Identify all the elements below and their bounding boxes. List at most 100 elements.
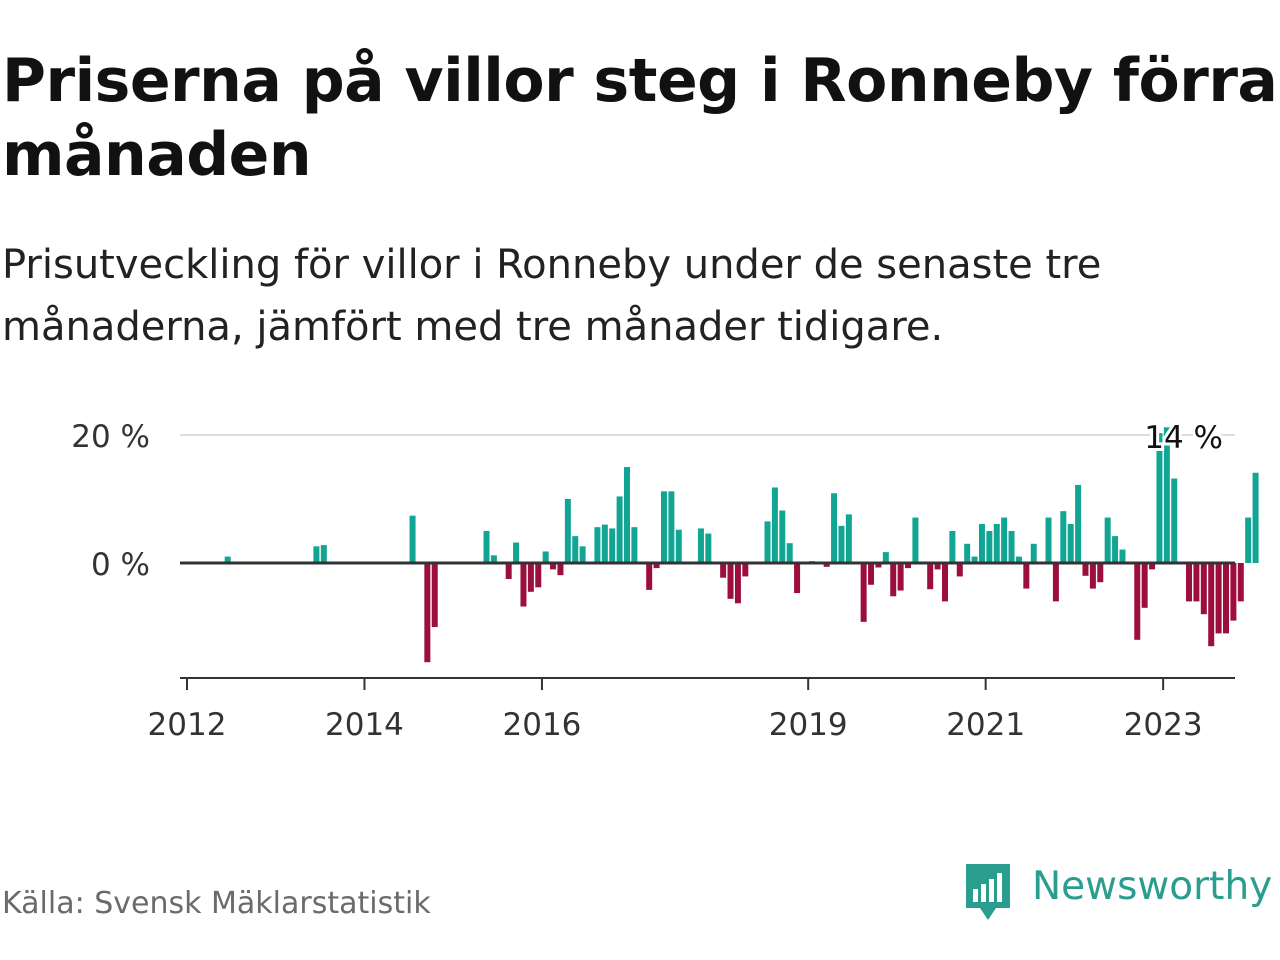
- newsworthy-logo-icon: [966, 864, 1010, 920]
- bar: [483, 531, 490, 563]
- bar: [949, 531, 956, 563]
- bar: [905, 563, 912, 569]
- bar: [1149, 563, 1156, 570]
- bar: [897, 563, 904, 591]
- bar: [1163, 427, 1170, 563]
- bar: [1045, 517, 1052, 563]
- bar: [609, 528, 616, 563]
- bar: [409, 515, 416, 563]
- bar: [1075, 484, 1082, 563]
- bar: [742, 563, 749, 577]
- x-tick-label: 2014: [325, 707, 404, 743]
- bar: [527, 563, 534, 592]
- bar: [1245, 517, 1252, 563]
- x-tick-label: 2021: [946, 707, 1025, 743]
- bar: [934, 563, 941, 570]
- bar: [1208, 563, 1215, 647]
- bar: [845, 514, 852, 563]
- bar: [1008, 531, 1015, 563]
- bar: [794, 563, 801, 594]
- bar: [535, 563, 542, 588]
- bar: [1215, 563, 1222, 634]
- bar: [1001, 517, 1008, 563]
- bar: [1097, 563, 1104, 583]
- bar: [313, 546, 320, 563]
- bar: [890, 563, 897, 597]
- bar: [520, 563, 527, 607]
- bar: [1015, 556, 1022, 563]
- bar: [1112, 536, 1119, 563]
- bar: [1171, 478, 1178, 563]
- y-tick-label: 0 %: [91, 547, 150, 583]
- last-value-label: 14 %: [1144, 420, 1223, 456]
- bar: [431, 563, 438, 627]
- bar: [720, 563, 727, 578]
- bar: [505, 563, 512, 579]
- bar: [1104, 517, 1111, 563]
- bar: [927, 563, 934, 590]
- bar: [1030, 543, 1037, 563]
- bar: [579, 546, 586, 563]
- bar: [771, 487, 778, 563]
- x-tick-label: 2012: [148, 707, 227, 743]
- bar: [779, 510, 786, 563]
- bar: [868, 563, 875, 585]
- source-note: Källa: Svensk Mäklarstatistik: [2, 886, 431, 921]
- bar: [882, 552, 889, 563]
- bar: [646, 563, 653, 590]
- bar: [838, 525, 845, 563]
- bar: [1156, 433, 1163, 563]
- bar: [1193, 563, 1200, 602]
- bar: [875, 563, 882, 568]
- bar: [601, 524, 608, 563]
- bar: [734, 563, 741, 604]
- bar: [727, 563, 734, 599]
- bar: [831, 493, 838, 563]
- bar: [764, 521, 771, 563]
- bar: [631, 527, 638, 563]
- bar: [1082, 563, 1089, 576]
- bar: [1060, 511, 1067, 563]
- bar: [786, 543, 793, 563]
- bar: [490, 555, 497, 563]
- bar: [971, 556, 978, 563]
- chart-title: Priserna på villor steg i Ronneby förra …: [2, 46, 1278, 190]
- bar: [1052, 563, 1059, 602]
- bar: [513, 542, 520, 563]
- bar: [912, 517, 919, 563]
- chart-subtitle: Prisutveckling för villor i Ronneby unde…: [2, 242, 1102, 350]
- bar: [660, 491, 667, 563]
- bar: [1067, 523, 1074, 563]
- bar: [1134, 563, 1141, 640]
- bar: [1237, 563, 1244, 602]
- bar: [424, 563, 431, 663]
- bar: [1089, 563, 1096, 589]
- bar: [1200, 563, 1207, 615]
- bar: [993, 523, 1000, 563]
- bar: [653, 563, 660, 569]
- bar: [860, 563, 867, 622]
- bar: [320, 545, 327, 563]
- bar: [224, 556, 231, 563]
- bar: [572, 536, 579, 563]
- bar: [705, 533, 712, 563]
- x-tick-label: 2023: [1124, 707, 1203, 743]
- bar: [616, 496, 623, 563]
- bar: [1186, 563, 1193, 602]
- bar: [956, 563, 963, 577]
- bar: [668, 491, 675, 563]
- bar: [823, 563, 830, 567]
- bar: [564, 499, 571, 563]
- bar: [1119, 549, 1126, 563]
- brand[interactable]: Newsworthy: [962, 860, 1272, 924]
- bar: [675, 529, 682, 563]
- bar: [1252, 472, 1259, 563]
- bar: [1230, 563, 1237, 621]
- bar-chart: 0 % 20 % 2012 2014 2016 2019 2021 2023 14 %: [71, 417, 1259, 743]
- bar: [1141, 563, 1148, 608]
- x-tick-label: 2016: [503, 707, 582, 743]
- brand-name: Newsworthy: [1032, 863, 1273, 909]
- bar: [1023, 563, 1030, 589]
- bar: [1223, 563, 1229, 634]
- bar: [978, 523, 985, 563]
